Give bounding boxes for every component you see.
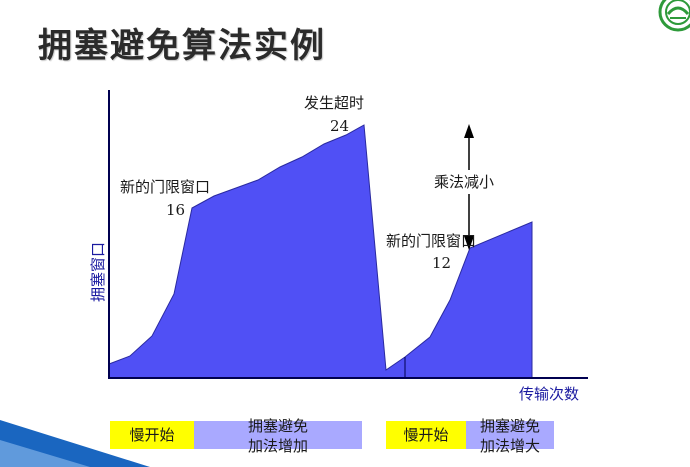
arrow-down-icon (464, 236, 474, 250)
timeout-label: 发生超时 (304, 94, 364, 112)
timeout-value: 24 (330, 117, 349, 135)
stage-slow-start-1: 慢开始 (110, 421, 194, 449)
threshold2-value: 12 (432, 254, 451, 272)
congestion-window-area (108, 124, 533, 379)
stage-label: 慢开始 (129, 426, 175, 444)
stage-slow-start-2: 慢开始 (386, 421, 466, 449)
page-title: 拥塞避免算法实例 (38, 26, 326, 66)
stage-label-line2: 加法增大 (479, 437, 540, 455)
stage-congestion-avoidance-2: 拥塞避免 加法增大 (466, 417, 554, 455)
multiplicative-label: 乘法减小 (434, 173, 494, 191)
arrow-up-icon (464, 124, 474, 138)
y-axis-label: 拥塞窗口 (89, 242, 107, 302)
threshold2-label: 新的门限窗口 (386, 232, 476, 250)
stage-label: 慢开始 (403, 426, 449, 444)
x-axis-label: 传输次数 (519, 385, 579, 403)
stage-label-line2: 加法增加 (247, 437, 308, 455)
threshold1-value: 16 (166, 201, 185, 219)
stage-congestion-avoidance-1: 拥塞避免 加法增加 (194, 417, 362, 455)
stage-label-line1: 拥塞避免 (479, 417, 540, 435)
threshold1-label: 新的门限窗口 (120, 178, 210, 196)
decorative-wedge-light (0, 440, 90, 467)
stage-label-line1: 拥塞避免 (247, 417, 308, 435)
university-seal-icon (658, 0, 690, 32)
